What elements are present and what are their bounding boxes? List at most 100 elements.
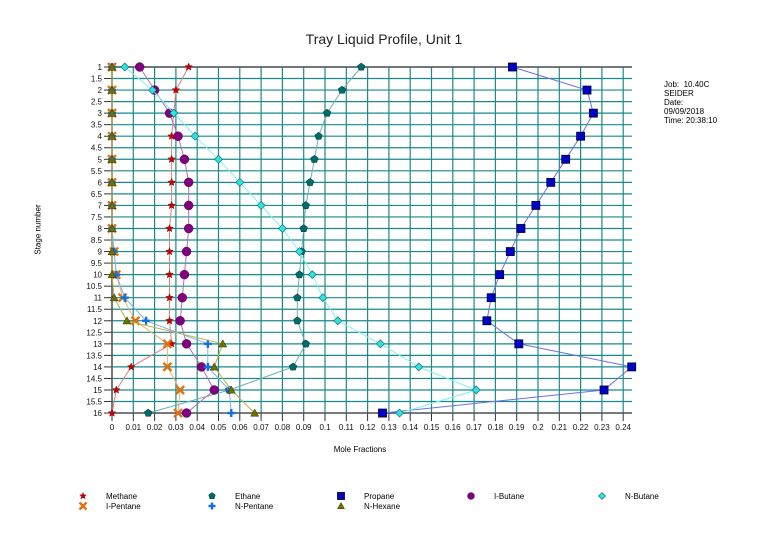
data-point bbox=[301, 201, 310, 209]
svg-text:7.5: 7.5 bbox=[91, 213, 103, 222]
svg-text:11.5: 11.5 bbox=[87, 305, 103, 314]
data-point bbox=[107, 200, 117, 209]
data-point bbox=[169, 108, 179, 118]
data-point bbox=[582, 85, 592, 95]
series-methane bbox=[107, 62, 193, 417]
svg-text:3: 3 bbox=[98, 109, 103, 118]
data-point bbox=[181, 408, 192, 418]
svg-text:0.13: 0.13 bbox=[381, 423, 397, 432]
svg-text:9.5: 9.5 bbox=[91, 259, 103, 268]
svg-text:0.02: 0.02 bbox=[147, 423, 163, 432]
data-point bbox=[301, 339, 310, 348]
data-point bbox=[250, 408, 260, 417]
y-axis-label: Stage number bbox=[33, 204, 43, 255]
svg-text:14: 14 bbox=[93, 363, 102, 372]
data-point bbox=[214, 154, 223, 164]
svg-text:0.11: 0.11 bbox=[339, 423, 355, 432]
svg-text:0.05: 0.05 bbox=[211, 423, 227, 432]
svg-text:0.09: 0.09 bbox=[296, 423, 312, 432]
svg-text:0.15: 0.15 bbox=[424, 423, 440, 432]
legend-item-n-hexane: N-Hexane bbox=[336, 501, 400, 511]
data-point bbox=[181, 339, 192, 349]
data-point bbox=[414, 362, 424, 372]
data-point bbox=[627, 362, 637, 372]
data-point bbox=[126, 362, 136, 371]
legend-item-i-butane: I-Butane bbox=[466, 491, 524, 501]
data-point bbox=[148, 85, 157, 95]
x-axis-label: Mole Fractions bbox=[333, 445, 387, 454]
data-point bbox=[307, 270, 317, 280]
legend-label: Methane bbox=[106, 491, 138, 501]
data-point bbox=[167, 154, 176, 163]
legend-label: Ethane bbox=[235, 491, 261, 501]
data-point bbox=[173, 131, 183, 141]
data-point bbox=[514, 339, 524, 349]
svg-text:2: 2 bbox=[98, 86, 103, 95]
data-point bbox=[162, 338, 173, 349]
data-point bbox=[203, 339, 212, 348]
info-box: Job: 10.40C SEIDER Date: 09/09/2018 Time… bbox=[664, 80, 718, 125]
data-point bbox=[306, 177, 315, 186]
data-point bbox=[120, 62, 130, 72]
data-point bbox=[173, 408, 183, 418]
svg-text:0.2: 0.2 bbox=[532, 423, 544, 432]
data-point bbox=[107, 270, 117, 279]
data-point bbox=[177, 293, 187, 303]
data-point bbox=[277, 224, 287, 233]
data-point bbox=[183, 200, 194, 211]
data-point bbox=[337, 85, 347, 94]
legend-label: N-Butane bbox=[625, 491, 659, 501]
data-point bbox=[235, 177, 245, 187]
legend-label: Propane bbox=[364, 491, 395, 501]
svg-text:12: 12 bbox=[93, 317, 102, 326]
svg-text:4.5: 4.5 bbox=[91, 144, 103, 153]
data-point bbox=[505, 247, 515, 256]
svg-text:2.5: 2.5 bbox=[91, 98, 103, 107]
data-point bbox=[175, 316, 185, 326]
svg-text:15.5: 15.5 bbox=[86, 398, 102, 407]
svg-text:9: 9 bbox=[98, 248, 103, 257]
data-point bbox=[357, 62, 366, 71]
data-point bbox=[471, 385, 481, 395]
svg-text:0.24: 0.24 bbox=[615, 423, 631, 432]
svg-text:0.17: 0.17 bbox=[466, 423, 482, 432]
svg-text:10.5: 10.5 bbox=[86, 282, 102, 291]
data-point bbox=[588, 108, 598, 118]
data-point bbox=[184, 62, 193, 71]
svg-text:5.5: 5.5 bbox=[91, 167, 103, 176]
svg-text:0.22: 0.22 bbox=[573, 423, 589, 432]
data-point bbox=[142, 316, 151, 325]
data-point bbox=[531, 201, 541, 210]
data-point bbox=[107, 223, 117, 232]
data-point bbox=[183, 223, 194, 234]
data-point bbox=[318, 293, 328, 303]
data-point bbox=[508, 62, 517, 72]
data-point bbox=[310, 154, 319, 163]
svg-text:10: 10 bbox=[93, 271, 102, 280]
data-point bbox=[109, 293, 119, 302]
data-point bbox=[179, 154, 190, 164]
data-point bbox=[378, 408, 387, 418]
data-point bbox=[209, 385, 219, 395]
triangle-marker-icon bbox=[337, 501, 345, 510]
svg-text:0.14: 0.14 bbox=[402, 423, 418, 432]
legend-item-propane: Propane bbox=[336, 491, 394, 501]
svg-text:11: 11 bbox=[94, 294, 103, 303]
data-point bbox=[107, 177, 117, 186]
data-point bbox=[293, 316, 302, 325]
data-point bbox=[134, 62, 145, 72]
svg-text:0.23: 0.23 bbox=[594, 423, 610, 432]
svg-text:0.04: 0.04 bbox=[189, 423, 205, 432]
data-point bbox=[107, 154, 117, 163]
data-point bbox=[495, 270, 505, 280]
svg-text:8.5: 8.5 bbox=[91, 236, 103, 245]
series-n-hexane bbox=[107, 62, 260, 417]
svg-text:1.5: 1.5 bbox=[91, 75, 103, 84]
data-point bbox=[190, 131, 200, 141]
data-point bbox=[486, 293, 496, 303]
svg-text:1: 1 bbox=[98, 63, 103, 72]
data-point bbox=[107, 62, 117, 71]
series-propane bbox=[378, 62, 637, 418]
data-point bbox=[112, 385, 121, 394]
